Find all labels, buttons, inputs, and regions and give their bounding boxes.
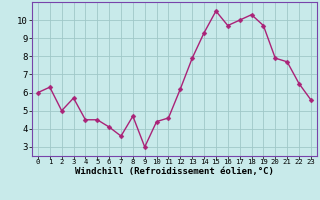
X-axis label: Windchill (Refroidissement éolien,°C): Windchill (Refroidissement éolien,°C) (75, 167, 274, 176)
